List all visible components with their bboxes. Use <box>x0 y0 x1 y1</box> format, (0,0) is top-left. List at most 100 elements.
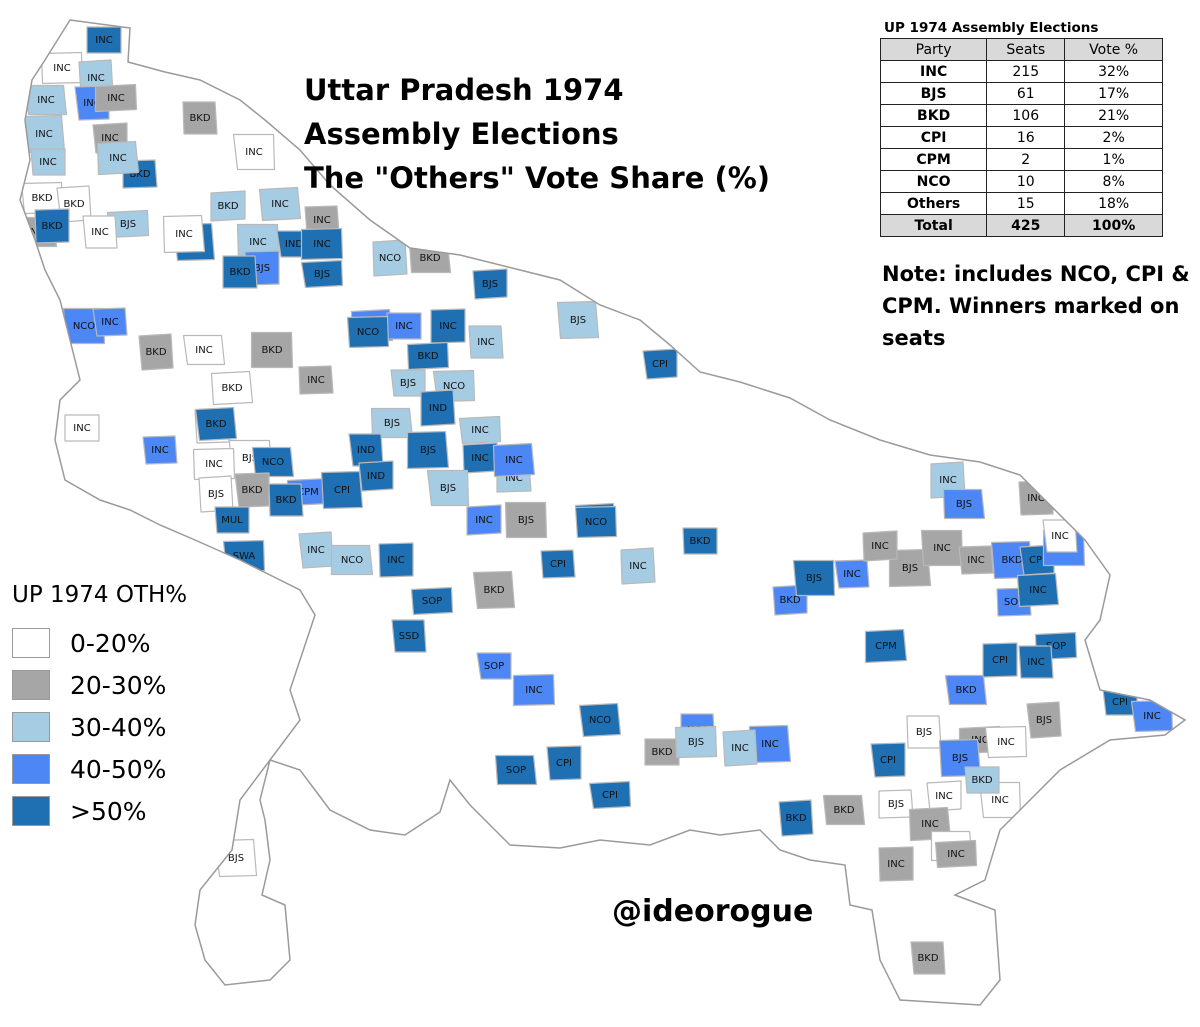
vote-cell: 32% <box>1064 60 1163 83</box>
seat-region <box>620 547 656 585</box>
seat-winner-label: INC <box>87 73 104 84</box>
results-table-header-row: Party Seats Vote % <box>879 38 1163 61</box>
seat-winner-label: INC <box>933 543 950 554</box>
seat-region <box>320 470 364 510</box>
seat-region <box>476 652 512 680</box>
results-table-caption: UP 1974 Assembly Elections <box>884 20 1099 36</box>
seat-region <box>682 527 718 555</box>
seat-region <box>910 941 946 975</box>
party-cell: NCO <box>879 170 988 193</box>
seat-region <box>642 348 678 380</box>
seat-winner-label: BJS <box>120 219 136 230</box>
seat-winner-label: INC <box>313 215 330 226</box>
seat-winner-label: CPI <box>550 559 566 570</box>
author-credit: @ideorogue <box>612 894 814 929</box>
seat-winner-label: BJS <box>902 563 918 574</box>
seat-region <box>574 505 618 539</box>
seat-region <box>588 780 632 810</box>
header-party: Party <box>879 38 988 61</box>
seat-winner-label: CPI <box>1029 555 1045 566</box>
seat-winner-label: IND <box>367 471 385 482</box>
vote-cell: 21% <box>1064 104 1163 127</box>
seat-region <box>222 255 258 289</box>
seats-cell: 10 <box>986 170 1066 193</box>
map-title: Uttar Pradesh 1974 Assembly Elections Th… <box>304 68 770 200</box>
seat-winner-label: BJS <box>688 737 704 748</box>
seat-winner-label: INC <box>947 849 964 860</box>
seat-region <box>86 26 122 54</box>
seat-winner-label: INC <box>91 227 108 238</box>
seat-region <box>472 268 508 300</box>
seat-region <box>644 738 680 766</box>
seat-winner-label: BJS <box>254 263 270 274</box>
table-row: BJS 61 17% <box>879 82 1163 105</box>
vote-cell: 17% <box>1064 82 1163 105</box>
legend: UP 1974 OTH% 0-20% 20-30% 30-40% 40-50% … <box>12 582 187 832</box>
seat-region <box>430 308 466 344</box>
seat-winner-label: BKD <box>145 347 166 358</box>
seat-winner-label: BKD <box>31 193 52 204</box>
seat-winner-label: BKD <box>1001 555 1022 566</box>
seat-winner-label: BJS <box>242 453 258 464</box>
seat-winner-label: CPI <box>1112 697 1128 708</box>
seat-region <box>468 325 504 359</box>
seat-winner-label: NCO <box>73 321 95 332</box>
seat-winner-label: BJS <box>440 483 456 494</box>
seat-winner-label: BKD <box>275 495 296 506</box>
seat-winner-label: INC <box>731 743 748 754</box>
seat-winner-label: NCO <box>585 517 607 528</box>
seat-region <box>214 506 250 534</box>
seat-winner-label: INC <box>175 229 192 240</box>
seat-region <box>942 488 986 520</box>
seat-winner-label: INC <box>997 737 1014 748</box>
seat-winner-label: INC <box>967 555 984 566</box>
seat-region <box>372 239 408 277</box>
seat-winner-label: BJS <box>400 378 416 389</box>
total-label-cell: Total <box>879 214 988 237</box>
seat-winner-label: BKD <box>785 813 806 824</box>
seat-region <box>192 447 236 481</box>
seat-winner-label: BJS <box>228 853 244 864</box>
seat-region <box>162 214 206 254</box>
seat-region <box>426 469 470 507</box>
seat-winner-label: BKD <box>833 805 854 816</box>
seat-winner-label: INC <box>35 129 52 140</box>
seat-winner-label: CPI <box>556 758 572 769</box>
seat-region <box>250 331 294 369</box>
seat-region <box>862 530 898 562</box>
seat-winner-label: INC <box>53 63 70 74</box>
seat-winner-label: INC <box>73 423 90 434</box>
seat-region <box>1018 645 1054 679</box>
seat-winner-label: BJS <box>314 269 330 280</box>
vote-cell: 1% <box>1064 148 1163 171</box>
header-seats: Seats <box>986 38 1066 61</box>
seat-region <box>864 628 908 664</box>
party-cell: INC <box>879 60 988 83</box>
total-vote-cell: 100% <box>1064 214 1163 237</box>
title-line-1: Uttar Pradesh 1974 <box>304 73 624 107</box>
seat-winner-label: BKD <box>41 221 62 232</box>
seat-winner-label: BKD <box>129 169 150 180</box>
legend-item: 30-40% <box>12 706 187 748</box>
seat-winner-label: INC <box>37 95 54 106</box>
seat-region <box>258 186 302 222</box>
seat-region <box>870 742 906 778</box>
seat-region <box>391 619 427 653</box>
seat-winner-label: BKD <box>63 199 84 210</box>
seat-winner-label: INC <box>205 459 222 470</box>
seat-winner-label: CPI <box>992 655 1008 666</box>
seat-winner-label: INC <box>471 425 488 436</box>
seat-region <box>722 729 758 767</box>
party-cell: CPI <box>879 126 988 149</box>
seat-region <box>1026 701 1062 739</box>
seat-winner-label: IND <box>429 403 447 414</box>
table-row: BKD 106 21% <box>879 104 1163 127</box>
seat-winner-label: BKD <box>917 953 938 964</box>
seat-region <box>556 300 600 340</box>
seat-winner-label: BJS <box>570 315 586 326</box>
seat-region <box>142 435 178 465</box>
seat-winner-label: SOP <box>422 596 442 607</box>
seat-region <box>944 674 988 706</box>
seat-region <box>358 460 394 492</box>
seat-winner-label: INC <box>477 337 494 348</box>
